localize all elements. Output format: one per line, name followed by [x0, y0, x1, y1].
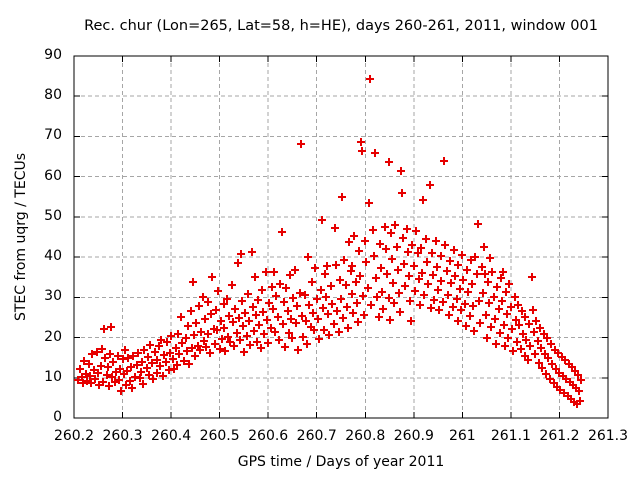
y-tick-label: 60 [44, 167, 62, 184]
y-tick-label: 80 [44, 87, 62, 104]
y-tick-label: 90 [44, 47, 62, 63]
y-tick-label: 50 [44, 207, 62, 224]
y-tick-label: 20 [44, 328, 62, 345]
x-tick-label: 260.9 [393, 428, 434, 444]
y-tick-label: 70 [44, 127, 62, 144]
x-tick-label: 260.8 [345, 428, 386, 444]
x-tick-label: 260.7 [296, 428, 337, 444]
scatter-points [74, 75, 585, 408]
x-tick-label: 260.6 [248, 428, 289, 444]
y-tick-label: 0 [53, 409, 62, 425]
x-tick-label: 260.4 [151, 428, 192, 444]
x-tick-label: 261.1 [490, 428, 531, 444]
y-tick-label: 10 [44, 368, 62, 385]
y-tick-label: 40 [44, 248, 62, 265]
x-tick-label: 261 [448, 428, 476, 444]
x-tick-label: 260.3 [102, 428, 143, 444]
x-tick-label: 260.5 [199, 428, 240, 444]
y-tick-label: 30 [44, 288, 62, 305]
x-tick-label: 261.3 [587, 428, 629, 444]
chart-title: Rec. chur (Lon=265, Lat=58, h=HE), days … [84, 18, 598, 34]
x-axis-title: GPS time / Days of year 2011 [237, 454, 445, 470]
x-tick-label: 261.2 [539, 428, 580, 444]
plot-border [73, 55, 609, 419]
x-tick-label: 260.2 [53, 428, 95, 444]
